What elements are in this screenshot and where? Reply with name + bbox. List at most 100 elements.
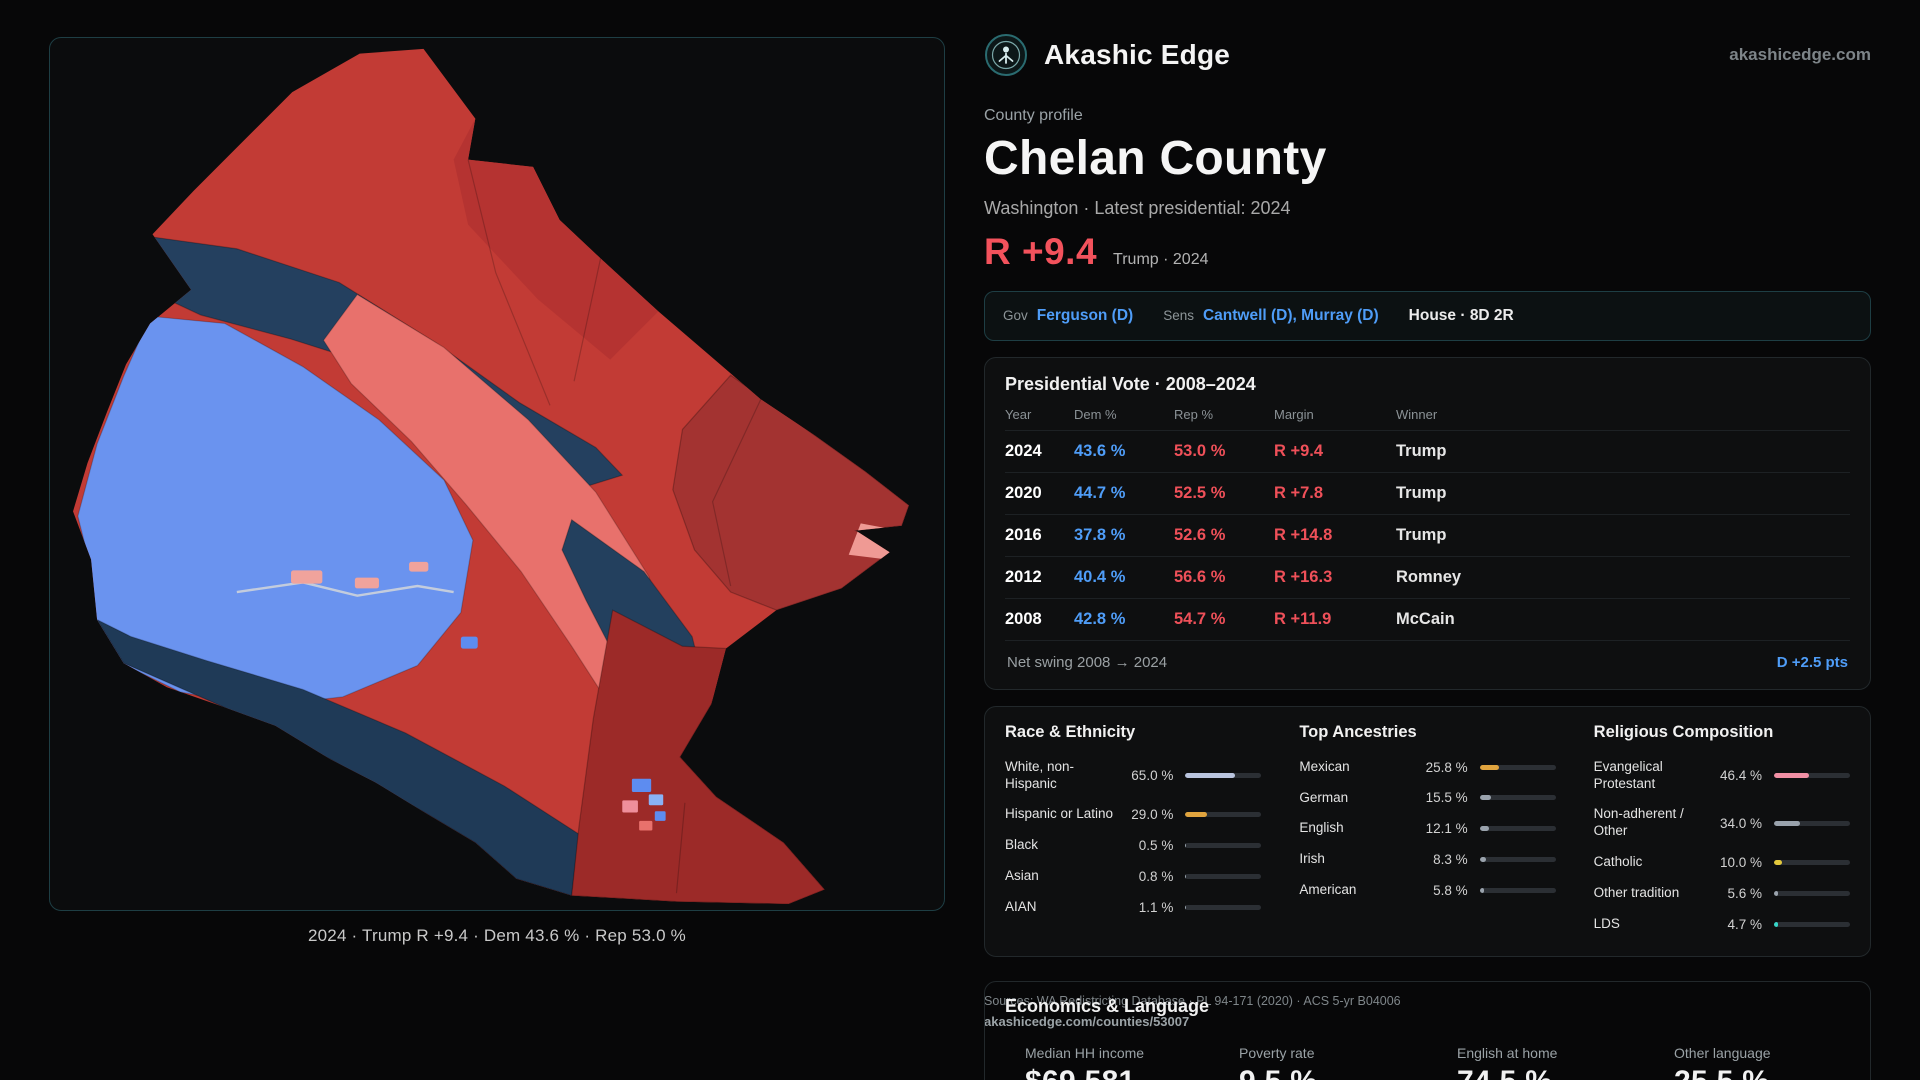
senators-link[interactable]: Cantwell (D), Murray (D) (1202, 306, 1379, 324)
vote-margin: R +11.9 (1274, 609, 1332, 628)
stat-label: Other tradition (1593, 885, 1680, 900)
stat-label: American (1299, 882, 1357, 898)
stat-value: $69,581 (1025, 1065, 1239, 1080)
stat-bar (1185, 874, 1262, 880)
stat-row: Asian 0.8 % (1005, 861, 1262, 892)
headline-margin: R +9.4 (984, 230, 1098, 272)
vote-row: 2016 37.8 % 52.6 % R +14.8 Trump (1005, 515, 1850, 557)
footer: Sources: WA Redistricting Database · PL … (984, 994, 1401, 1029)
stat-row: Black 0.5 % (1005, 830, 1262, 861)
vote-card-title: Presidential Vote · 2008–2024 (1005, 373, 1256, 394)
race-title: Race & Ethnicity (1005, 722, 1136, 741)
vote-margin: R +7.8 (1274, 483, 1324, 502)
stat-bar-fill (1185, 904, 1187, 910)
col-year: Year (1005, 406, 1032, 422)
stat-label: Poverty rate (1239, 1044, 1315, 1061)
governor-label: Gov (1003, 308, 1028, 324)
stat-label: AIAN (1005, 899, 1037, 914)
stat-row: Other tradition 5.6 % (1594, 878, 1850, 909)
vote-dem: 37.8 % (1074, 525, 1126, 544)
stat-row: Mexican 25.8 % (1299, 752, 1556, 783)
stat-bar (1479, 857, 1556, 863)
headline-margin-row: R +9.4 Trump · 2024 (984, 231, 1871, 273)
stat-label: Irish (1299, 851, 1325, 867)
vote-year: 2008 (1005, 609, 1042, 628)
stat-row: American 5.8 % (1299, 875, 1556, 906)
stat-bar (1479, 795, 1556, 801)
vote-dem: 42.8 % (1074, 609, 1126, 628)
stat-value: 12.1 % (1425, 821, 1468, 837)
stat-row: Hispanic or Latino 29.0 % (1005, 799, 1262, 830)
stat-value: 5.6 % (1727, 885, 1762, 901)
stat-label: Asian (1005, 868, 1039, 884)
col-dem: Dem % (1074, 406, 1117, 422)
stat-label: Evangelical Protestant (1593, 758, 1663, 791)
brand-domain-link[interactable]: akashicedge.com (1729, 45, 1871, 64)
stat-label: Non-adherent / Other (1593, 806, 1684, 839)
stat-bar (1774, 820, 1850, 826)
demographics-card: Race & Ethnicity White, non-Hispanic 65.… (984, 705, 1871, 957)
stat-bar-fill (1479, 795, 1492, 801)
vote-rep: 54.7 % (1174, 609, 1226, 628)
governor-link[interactable]: Ferguson (D) (1036, 306, 1134, 324)
vote-year: 2020 (1005, 483, 1042, 502)
stat-bar-fill (1774, 921, 1778, 927)
senators-group: Sens Cantwell (D), Murray (D) (1163, 307, 1378, 325)
precinct-map-panel (49, 37, 945, 911)
river-line (236, 581, 454, 597)
stat-label: Median HH income (1025, 1044, 1145, 1061)
vote-winner: Trump (1396, 525, 1447, 544)
stat-label: English (1299, 820, 1344, 836)
stat-bar-fill (1185, 843, 1187, 849)
stat-value: 9.5 % (1239, 1065, 1457, 1080)
stat-bar-fill (1185, 812, 1208, 818)
vote-dem: 44.7 % (1074, 483, 1126, 502)
stat-label: Other language (1674, 1044, 1771, 1061)
vote-rep: 52.5 % (1174, 483, 1226, 502)
stat-value: 15.5 % (1425, 790, 1468, 806)
map-caption: 2024 · Trump R +9.4 · Dem 43.6 % · Rep 5… (308, 926, 686, 945)
stat-bar-fill (1479, 764, 1500, 770)
vote-row: 2020 44.7 % 52.5 % R +7.8 Trump (1005, 473, 1850, 515)
stat-value: 8.3 % (1433, 852, 1468, 868)
stat-row: Catholic 10.0 % (1594, 847, 1850, 878)
senators-label: Sens (1163, 308, 1194, 324)
house-delegation: House · 8D 2R (1408, 306, 1514, 324)
ancestries-title: Top Ancestries (1299, 722, 1417, 741)
stat-bar (1479, 764, 1556, 770)
vote-row: 2012 40.4 % 56.6 % R +16.3 Romney (1005, 557, 1850, 599)
stat-label: Catholic (1593, 854, 1643, 870)
net-swing-row: Net swing 2008 → 2024 D +2.5 pts (1005, 641, 1850, 679)
akashic-edge-logo-icon (985, 34, 1027, 76)
stat-bar-fill (1479, 826, 1489, 832)
vote-rep: 56.6 % (1174, 567, 1226, 586)
stat-bar (1479, 888, 1556, 894)
stat-bar-fill (1774, 820, 1800, 826)
stat-value: 0.8 % (1138, 869, 1174, 885)
stat-value: 25.8 % (1425, 759, 1468, 775)
stat-value: 5.8 % (1433, 883, 1468, 899)
stat-bar-fill (1479, 888, 1485, 894)
stat-row: German 15.5 % (1299, 783, 1556, 814)
vote-year: 2016 (1005, 525, 1042, 544)
stat-row: Evangelical Protestant 46.4 % (1594, 752, 1850, 800)
headline-margin-note: Trump · 2024 (1113, 250, 1209, 268)
economics-title: Economics & Language (1005, 995, 1210, 1016)
stat-bar (1185, 904, 1262, 910)
city-precinct-cluster (622, 778, 666, 831)
stat-row: English 12.1 % (1299, 813, 1556, 844)
vote-margin: R +9.4 (1274, 441, 1324, 460)
stat-label: Mexican (1299, 758, 1350, 774)
precinct-regions (77, 118, 909, 904)
permalink[interactable]: akashicedge.com/counties/53007 (984, 1013, 1190, 1029)
stat-bar (1185, 843, 1262, 849)
vote-dem: 43.6 % (1074, 441, 1126, 460)
precinct-map[interactable] (56, 44, 938, 904)
stat-value: 65.0 % (1131, 768, 1174, 783)
stat-bar (1774, 773, 1850, 778)
stat-bar-fill (1479, 857, 1486, 863)
stat-row: Non-adherent / Other 34.0 % (1594, 799, 1850, 847)
stat-label: Black (1005, 837, 1039, 853)
stat-label: White, non-Hispanic (1005, 758, 1075, 791)
